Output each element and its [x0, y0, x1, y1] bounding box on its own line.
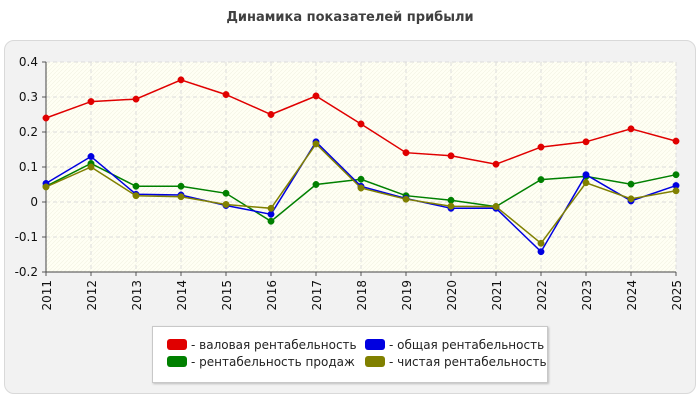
data-point — [312, 181, 320, 188]
data-point — [627, 125, 635, 133]
legend-label: - валовая рентабельность — [191, 338, 357, 352]
legend-swatch — [365, 356, 385, 367]
x-tick-label: 2023 — [580, 280, 594, 311]
x-tick-label: 2021 — [490, 280, 504, 311]
legend-label: - чистая рентабельность — [389, 355, 547, 369]
y-tick-label: -0.1 — [15, 230, 38, 244]
data-point — [582, 138, 590, 146]
y-tick-label: 0.2 — [19, 125, 38, 139]
x-tick-label: 2017 — [310, 280, 324, 311]
x-tick-label: 2012 — [85, 280, 99, 311]
data-point — [357, 184, 365, 192]
x-tick-label: 2011 — [40, 280, 54, 311]
data-point — [447, 152, 455, 160]
data-point — [672, 187, 680, 195]
data-point — [447, 202, 455, 210]
series-0 — [42, 76, 680, 168]
x-tick-label: 2015 — [220, 280, 234, 311]
data-point — [267, 210, 275, 218]
data-point — [267, 111, 275, 118]
data-point — [222, 201, 230, 208]
data-point — [87, 153, 95, 160]
data-point — [87, 163, 95, 171]
data-point — [42, 183, 50, 191]
data-point — [312, 140, 320, 148]
x-tick-label: 2022 — [535, 280, 549, 311]
y-tick-label: -0.2 — [15, 265, 38, 279]
data-point — [492, 203, 500, 211]
x-tick-label: 2013 — [130, 280, 144, 311]
y-tick-label: 0.3 — [19, 90, 38, 104]
data-point — [267, 204, 275, 212]
legend-swatch — [365, 339, 385, 350]
data-point — [537, 176, 545, 184]
legend: - валовая рентабельность - общая рентабел… — [152, 326, 548, 383]
data-point — [402, 149, 410, 157]
y-tick-label: 0.1 — [19, 160, 38, 174]
x-tick-label: 2018 — [355, 280, 369, 311]
chart-title: Динамика показателей прибыли — [226, 10, 474, 25]
y-tick-label: 0.4 — [19, 55, 38, 69]
data-point — [537, 239, 545, 247]
data-point — [132, 95, 140, 103]
data-point — [627, 195, 635, 203]
data-point — [357, 175, 365, 183]
x-tick-label: 2016 — [265, 280, 279, 311]
data-point — [672, 137, 680, 145]
x-tick-label: 2020 — [445, 280, 459, 311]
legend-label: - рентабельность продаж — [191, 355, 355, 369]
data-point — [177, 76, 185, 84]
data-point — [492, 160, 500, 168]
data-point — [537, 248, 545, 256]
data-point — [222, 189, 230, 197]
data-point — [132, 182, 140, 190]
data-point — [627, 180, 635, 188]
data-point — [87, 98, 95, 106]
data-point — [672, 171, 680, 179]
axes: -0.2 -0.1 0 0.1 0.2 0.3 0.4 2011 2012 2013 2014 201… — [15, 55, 684, 311]
data-point — [222, 91, 230, 99]
x-tick-label: 2014 — [175, 280, 189, 311]
series-3 — [42, 140, 680, 247]
x-tick-label: 2025 — [670, 280, 684, 311]
data-point — [357, 120, 365, 128]
legend-swatch — [167, 339, 187, 350]
x-tick-label: 2019 — [400, 280, 414, 311]
data-point — [582, 179, 590, 187]
data-point — [177, 193, 185, 201]
data-point — [177, 182, 185, 190]
data-point — [267, 217, 275, 225]
data-point — [537, 143, 545, 151]
data-point — [132, 192, 140, 200]
legend-label: - общая рентабельность — [389, 338, 545, 352]
x-tick-label: 2024 — [625, 280, 639, 311]
data-point — [312, 92, 320, 100]
data-point — [42, 114, 50, 122]
data-point — [582, 171, 590, 179]
data-point — [402, 195, 410, 203]
series — [42, 76, 680, 256]
y-tick-label: 0 — [30, 195, 38, 209]
data-point — [447, 196, 455, 204]
legend-swatch — [167, 356, 187, 367]
